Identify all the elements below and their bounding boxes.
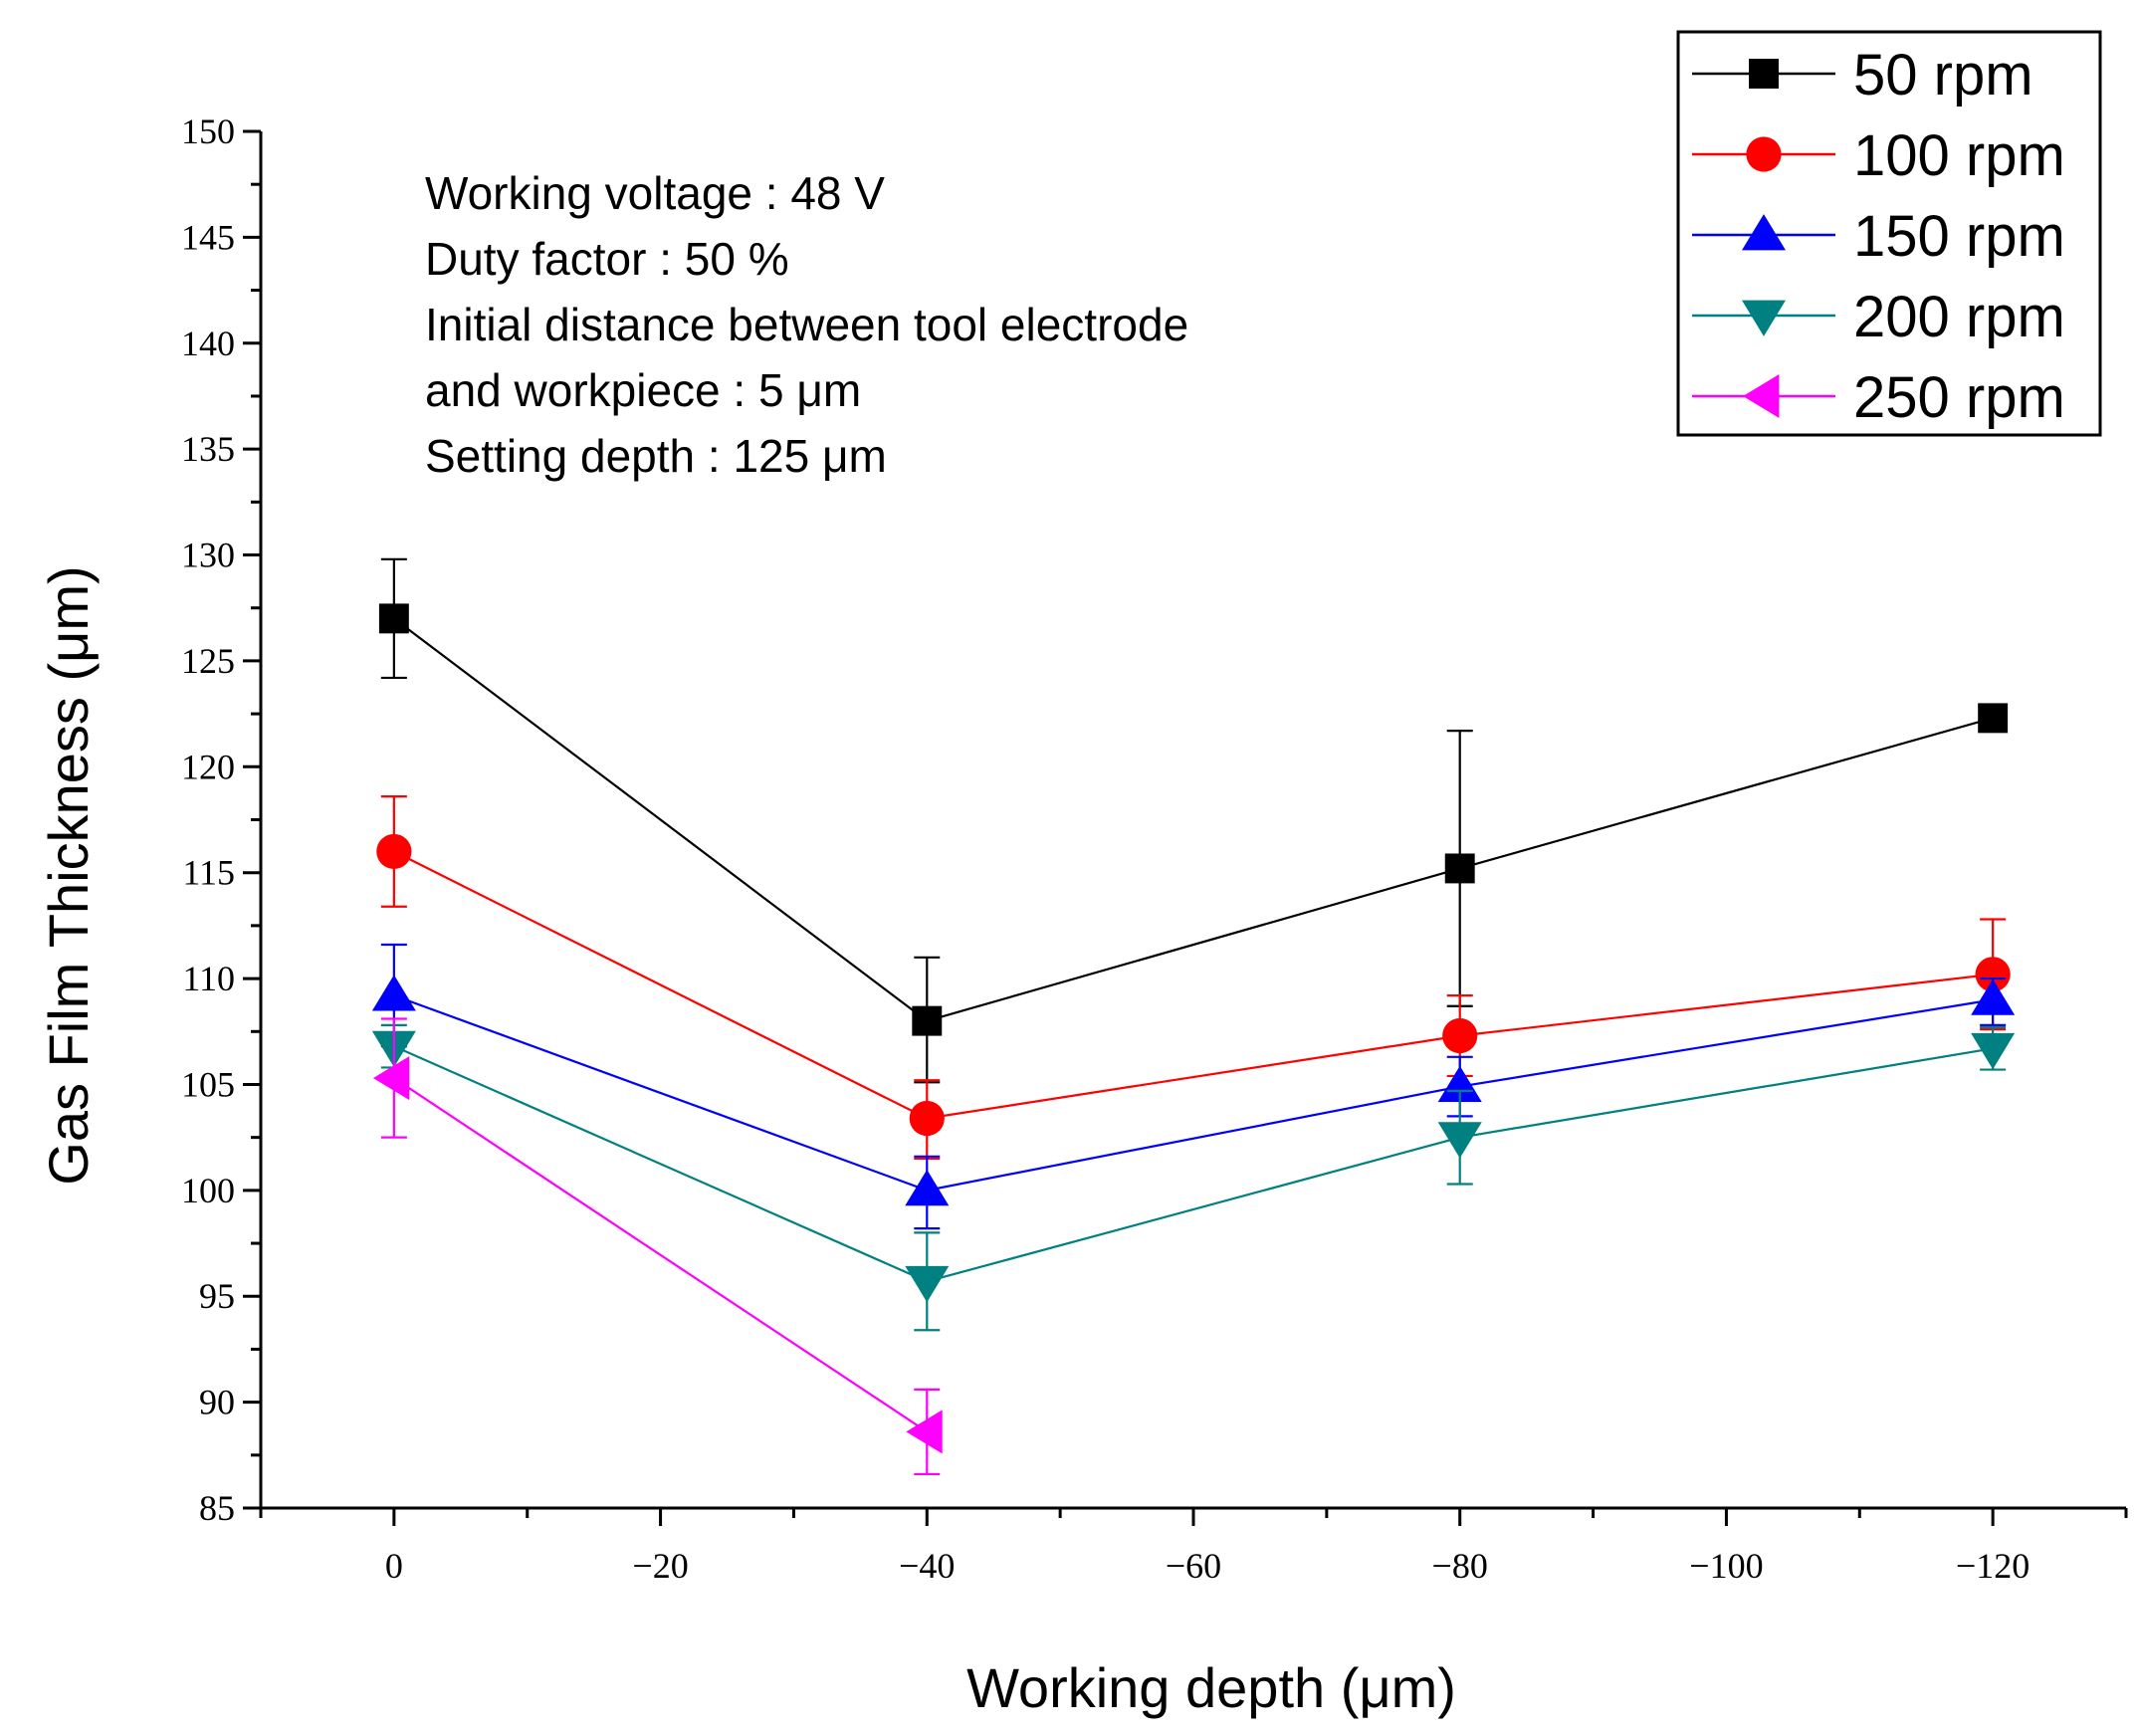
data-point [1971,978,2016,1015]
data-point [1442,1017,1478,1054]
series-layer [371,557,2016,1476]
data-point [1437,1122,1482,1159]
data-point [376,833,412,870]
data-point [905,1169,950,1206]
data-point [1437,1065,1482,1102]
legend-label: 250 rpm [1853,365,2065,430]
x-tick-label: −40 [899,1546,955,1586]
data-point [906,1410,943,1454]
x-tick-label: 0 [385,1546,403,1586]
legend-marker [1749,59,1779,89]
data-point [1978,703,2009,734]
x-tick-label: −60 [1166,1546,1221,1586]
annotation-block: Working voltage : 48 V Duty factor : 50 %… [425,167,1188,482]
series-line [393,1077,928,1433]
y-tick-label: 120 [181,747,235,786]
legend-label: 200 rpm [1853,285,2065,349]
annotation-line: Working voltage : 48 V [425,167,885,219]
data-point [371,975,416,1011]
series-250-rpm [372,1017,943,1476]
annotation-line: and workpiece : 5 μm [425,364,861,416]
data-point [1971,1032,2016,1070]
y-tick-label: 90 [199,1383,235,1422]
y-tick-label: 110 [182,959,235,998]
legend-marker [1742,300,1786,336]
legend-label: 100 rpm [1853,123,2065,188]
annotation-line: Duty factor : 50 % [425,233,789,285]
series-50-rpm [378,557,2009,1084]
data-point [905,1265,950,1303]
x-tick-label: −20 [632,1546,688,1586]
annotation-line: Setting depth : 125 μm [425,430,887,482]
series-200-rpm [371,1023,2016,1332]
y-tick-label: 145 [181,217,235,257]
legend-marker [1746,136,1782,172]
legend-box [1676,30,2102,437]
y-tick-label: 130 [181,536,235,575]
y-tick-label: 115 [182,853,235,893]
y-tick-label: 135 [181,429,235,469]
data-point [912,1005,943,1036]
legend-label: 50 rpm [1853,43,2033,108]
x-tick-label: −100 [1689,1546,1763,1586]
data-point [909,1100,945,1137]
y-tick-label: 95 [199,1276,235,1316]
y-tick-label: 140 [181,324,235,363]
y-axis-title: Gas Film Thickness (μm) [37,565,100,1185]
x-axis-title: Working depth (μm) [966,1656,1456,1719]
legend-marker [1742,214,1786,251]
x-tick-label: −120 [1956,1546,2030,1586]
series-line [393,617,1994,1022]
y-tick-label: 125 [181,641,235,681]
y-tick-label: 150 [181,111,235,151]
data-point [1975,957,2011,992]
annotation-line: Initial distance between tool electrode [425,299,1188,350]
series-100-rpm [376,794,2011,1161]
data-point [372,1056,410,1101]
y-tick-label: 105 [181,1064,235,1104]
series-line [393,994,1994,1192]
legend: 50 rpm 100 rpm 150 rpm 200 rpm 250 rpm [1676,30,2102,437]
y-tick-label: 85 [199,1488,235,1528]
series-line [393,850,1994,1120]
x-tick-label: −80 [1432,1546,1488,1586]
legend-label: 150 rpm [1853,204,2065,269]
axes: 85 90 95 100 105 110 115 120 125 130 135 140 145 150 0… [37,111,2128,1719]
y-tick-label: 100 [181,1171,235,1210]
series-line [393,1045,1994,1283]
legend-marker [1743,374,1780,418]
data-point [378,603,409,634]
data-point [1444,853,1475,884]
